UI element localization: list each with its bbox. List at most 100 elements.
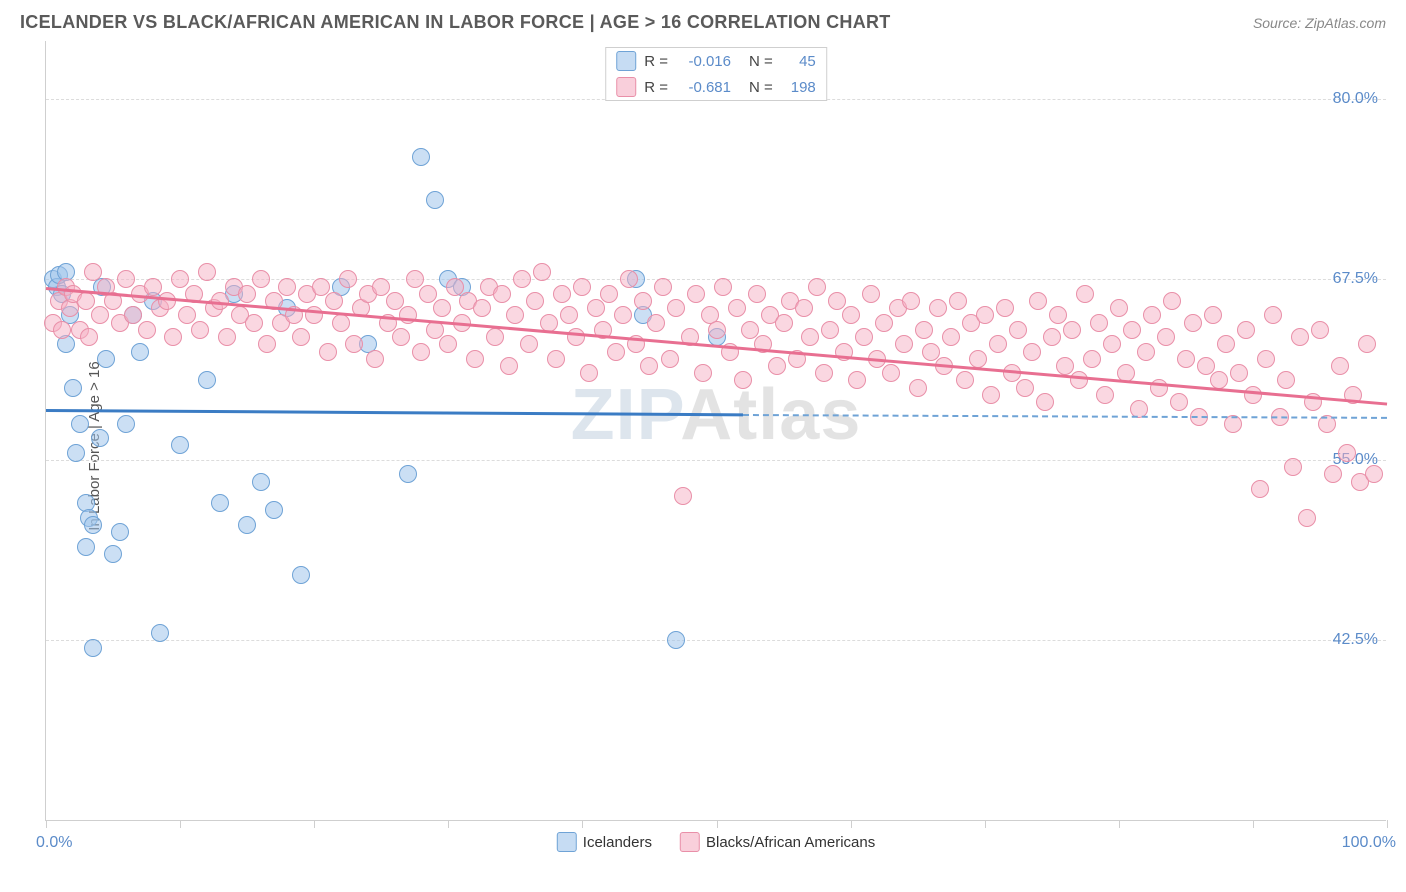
stat-row: R =-0.016N =45 [606, 48, 826, 74]
chart-title: ICELANDER VS BLACK/AFRICAN AMERICAN IN L… [20, 12, 891, 33]
data-point [1143, 306, 1161, 324]
data-point [1358, 335, 1376, 353]
data-point [446, 278, 464, 296]
x-tick-mark [1387, 820, 1388, 828]
data-point [714, 278, 732, 296]
data-point [426, 191, 444, 209]
data-point [942, 328, 960, 346]
data-point [520, 335, 538, 353]
legend-swatch-icon [557, 832, 577, 852]
data-point [708, 321, 726, 339]
data-point [473, 299, 491, 317]
data-point [171, 270, 189, 288]
data-point [895, 335, 913, 353]
data-point [661, 350, 679, 368]
x-tick-mark [985, 820, 986, 828]
data-point [513, 270, 531, 288]
data-point [117, 415, 135, 433]
data-point [567, 328, 585, 346]
data-point [406, 270, 424, 288]
data-point [386, 292, 404, 310]
data-point [1137, 343, 1155, 361]
gridline [46, 460, 1386, 461]
data-point [399, 465, 417, 483]
stat-n-value: 198 [781, 79, 816, 96]
data-point [77, 292, 95, 310]
data-point [84, 639, 102, 657]
data-point [1204, 306, 1222, 324]
data-point [526, 292, 544, 310]
data-point [171, 436, 189, 454]
data-point [815, 364, 833, 382]
data-point [1090, 314, 1108, 332]
data-point [620, 270, 638, 288]
data-point [976, 306, 994, 324]
data-point [412, 148, 430, 166]
data-point [768, 357, 786, 375]
data-point [191, 321, 209, 339]
x-tick-mark [314, 820, 315, 828]
data-point [969, 350, 987, 368]
data-point [419, 285, 437, 303]
data-point [131, 343, 149, 361]
data-point [1063, 321, 1081, 339]
data-point [117, 270, 135, 288]
data-point [1163, 292, 1181, 310]
data-point [84, 263, 102, 281]
data-point [587, 299, 605, 317]
data-point [1311, 321, 1329, 339]
data-point [1251, 480, 1269, 498]
stat-r-label: R = [644, 53, 668, 70]
data-point [198, 371, 216, 389]
data-point [801, 328, 819, 346]
data-point [433, 299, 451, 317]
data-point [1291, 328, 1309, 346]
data-point [533, 263, 551, 281]
data-point [53, 321, 71, 339]
data-point [71, 415, 89, 433]
data-point [922, 343, 940, 361]
data-point [77, 538, 95, 556]
data-point [97, 350, 115, 368]
data-point [1230, 364, 1248, 382]
data-point [1177, 350, 1195, 368]
data-point [366, 350, 384, 368]
data-point [902, 292, 920, 310]
data-point [486, 328, 504, 346]
stat-legend-box: R =-0.016N =45R =-0.681N =198 [605, 47, 827, 101]
legend-label: Icelanders [583, 834, 652, 851]
data-point [218, 328, 236, 346]
data-point [553, 285, 571, 303]
data-point [164, 328, 182, 346]
data-point [1076, 285, 1094, 303]
data-point [1056, 357, 1074, 375]
data-point [144, 278, 162, 296]
data-point [1036, 393, 1054, 411]
data-point [104, 545, 122, 563]
data-point [1184, 314, 1202, 332]
data-point [252, 473, 270, 491]
data-point [607, 343, 625, 361]
data-point [466, 350, 484, 368]
stat-r-value: -0.016 [676, 53, 731, 70]
data-point [982, 386, 1000, 404]
data-point [345, 335, 363, 353]
stat-n-value: 45 [781, 53, 816, 70]
legend-item: Blacks/African Americans [680, 832, 875, 852]
data-point [292, 566, 310, 584]
stat-n-label: N = [749, 79, 773, 96]
data-point [151, 624, 169, 642]
x-tick-mark [851, 820, 852, 828]
data-point [560, 306, 578, 324]
data-point [1170, 393, 1188, 411]
data-point [741, 321, 759, 339]
source-name: ZipAtlas.com [1305, 15, 1386, 31]
data-point [855, 328, 873, 346]
data-point [989, 335, 1007, 353]
data-point [547, 350, 565, 368]
data-point [252, 270, 270, 288]
data-point [84, 516, 102, 534]
data-point [292, 328, 310, 346]
data-point [842, 306, 860, 324]
data-point [775, 314, 793, 332]
